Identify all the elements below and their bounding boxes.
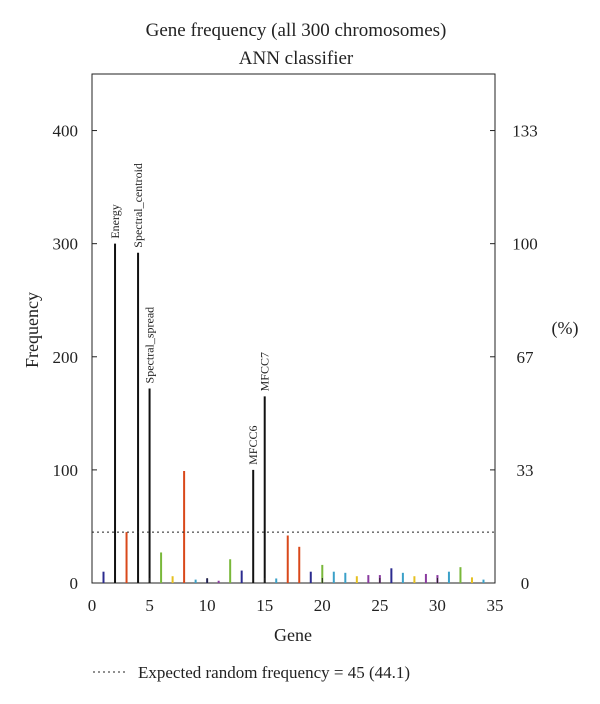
- chart-subtitle: ANN classifier: [239, 48, 354, 69]
- x-tick-label: 20: [314, 596, 331, 615]
- bars-group: [102, 243, 485, 583]
- x-tick-label: 5: [145, 596, 154, 615]
- y-axis-ticks: 0 100 200 300 400: [53, 122, 97, 593]
- x-tick-label: 25: [371, 596, 388, 615]
- y2-tick-label: 0: [521, 574, 530, 593]
- y2-tick-label: 33: [517, 461, 534, 480]
- bar-label-mfcc7: MFCC7: [258, 352, 272, 391]
- x-tick-label: 35: [487, 596, 504, 615]
- x-tick-label: 30: [429, 596, 446, 615]
- y-axis-label: Frequency: [22, 292, 42, 368]
- y-tick-label: 300: [53, 235, 79, 254]
- bar-label-energy: Energy: [108, 204, 122, 238]
- y2-axis-ticks: 0 33 67 100 133: [490, 122, 538, 593]
- y-tick-label: 100: [53, 461, 79, 480]
- x-axis-ticks: 0 5 10 15 20 25 30 35: [88, 578, 504, 615]
- y2-tick-label: 100: [512, 235, 538, 254]
- y-tick-label: 0: [70, 574, 79, 593]
- bar-labels-group: Energy Spectral_centroid Spectral_spread MF…: [108, 163, 272, 465]
- chart-title: Gene frequency (all 300 chromosomes): [146, 20, 447, 41]
- y2-tick-label: 133: [512, 122, 538, 141]
- bar-label-spectral-spread: Spectral_spread: [143, 307, 157, 384]
- x-tick-label: 10: [199, 596, 216, 615]
- x-tick-label: 15: [256, 596, 273, 615]
- y2-axis-label: (%): [552, 318, 579, 339]
- y-tick-label: 400: [53, 122, 79, 141]
- x-tick-label: 0: [88, 596, 97, 615]
- bar-label-spectral-centroid: Spectral_centroid: [131, 163, 145, 248]
- x-axis-label: Gene: [274, 625, 312, 645]
- plot-frame: [91, 73, 496, 584]
- y-tick-label: 200: [53, 348, 79, 367]
- legend-text: Expected random frequency = 45 (44.1): [138, 663, 410, 682]
- y2-tick-label: 67: [517, 348, 535, 367]
- bar-label-mfcc6: MFCC6: [246, 426, 260, 465]
